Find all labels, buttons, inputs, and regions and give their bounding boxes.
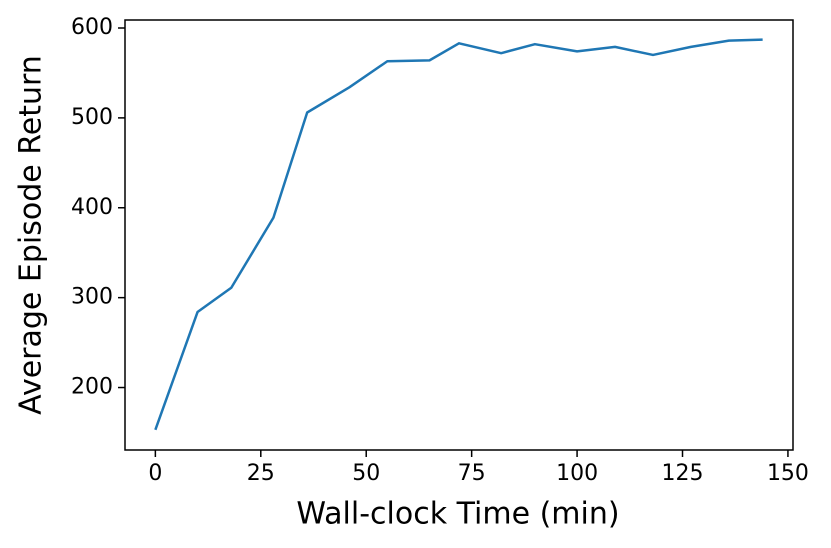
y-tick-label: 600 bbox=[71, 15, 113, 40]
y-tick-label: 300 bbox=[71, 285, 113, 310]
x-tick-label: 25 bbox=[247, 461, 275, 486]
x-tick-label: 0 bbox=[148, 461, 162, 486]
line bbox=[154, 38, 763, 431]
x-tick-label: 100 bbox=[556, 461, 598, 486]
y-tick-label: 500 bbox=[71, 105, 113, 130]
y-tick-label: 400 bbox=[71, 195, 113, 220]
y-tick-label: 200 bbox=[71, 375, 113, 400]
plot-frame bbox=[124, 19, 794, 451]
x-tick-label: 150 bbox=[767, 461, 809, 486]
x-axis-label: Wall-clock Time (min) bbox=[296, 497, 619, 532]
x-tick-label: 50 bbox=[352, 461, 380, 486]
x-tick-label: 125 bbox=[662, 461, 704, 486]
x-tick-label: 75 bbox=[458, 461, 486, 486]
y-axis-label: Average Episode Return bbox=[14, 55, 49, 415]
